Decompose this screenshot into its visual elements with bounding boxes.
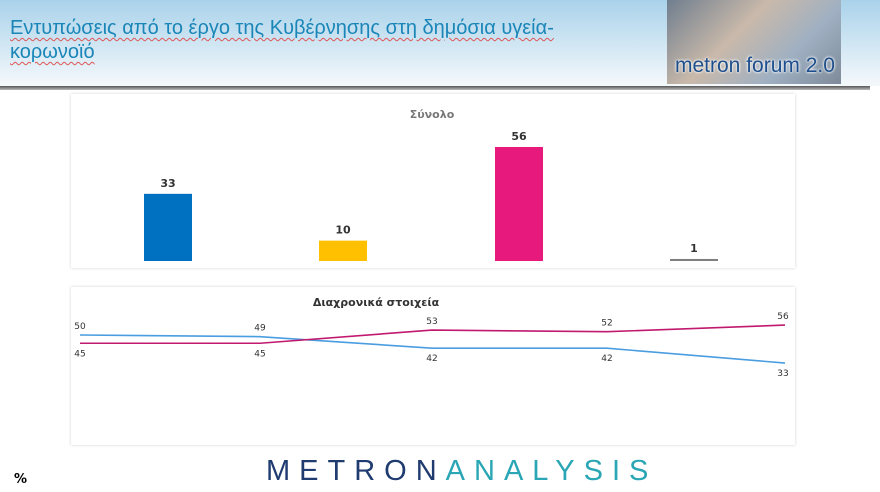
bar-value-label: 10 [335,224,351,237]
line-series [80,324,786,345]
logo-text: metron forum 2.0 [675,54,835,77]
bar [495,147,543,261]
line-data-label: 52 [601,319,612,329]
line-data-label: 33 [777,369,788,379]
brand-part1: METRON [266,455,446,487]
bar-chart-title: Σύνολο [410,108,455,121]
brand-part2: ANALYSIS [445,455,658,487]
unit-label: % [14,472,28,487]
bar-value-label: 1 [690,242,698,255]
line-data-label: 45 [74,349,85,359]
page-title: Εντυπώσεις από το έργο της Κυβέρνησης στ… [10,17,554,63]
line-series [79,334,786,364]
line-data-label: 49 [254,324,266,334]
bar [319,240,367,261]
line-chart-panel [71,287,795,445]
line-chart-title: Διαχρονικά στοιχεία [313,296,440,309]
line-data-label: 56 [777,312,789,322]
metron-analysis-logo: METRONANALYSIS [266,455,657,488]
bar-value-label: 33 [160,177,175,190]
header-divider [0,86,870,90]
line-data-label: 42 [426,354,437,364]
line-data-label: 45 [254,349,265,359]
bar [144,193,192,261]
bar [670,258,718,261]
line-data-label: 53 [426,317,437,327]
bar-value-label: 56 [511,130,527,143]
line-data-label: 50 [74,322,86,332]
metron-forum-logo: metron forum 2.0 [667,0,841,84]
line-data-label: 42 [601,354,612,364]
